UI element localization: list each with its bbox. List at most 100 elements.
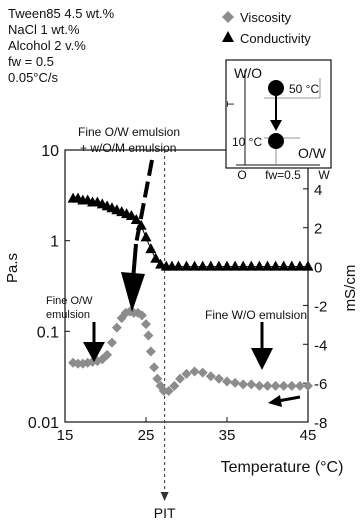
viscosity-point xyxy=(141,319,151,330)
conductivity-point xyxy=(150,252,162,263)
annotation-fine-ow-line1: Fine O/W xyxy=(46,295,93,307)
viscosity-point xyxy=(102,349,113,360)
conductivity-point xyxy=(205,260,217,271)
annotation-fine-ow-line2: emulsion xyxy=(46,309,90,321)
viscosity-point xyxy=(278,380,289,391)
plot-frame xyxy=(64,149,309,423)
inset-ow-label: O/W xyxy=(298,145,327,161)
inset-arrow-head xyxy=(270,120,282,131)
x-tick-label: 35 xyxy=(219,427,236,444)
viscosity-point xyxy=(270,380,281,391)
cooling-arrow-shaft xyxy=(277,395,301,403)
x-tick-label: 25 xyxy=(138,427,155,444)
y-right-tick-label: -2 xyxy=(314,298,327,315)
inset-temp-low: 10 °C xyxy=(232,135,262,149)
conductivity-point xyxy=(181,260,192,271)
conductivity-point xyxy=(125,210,137,221)
viscosity-point xyxy=(230,377,241,388)
viscosity-point xyxy=(152,373,163,384)
annotation-thick-arrow-head xyxy=(121,272,145,312)
annotation-fine-wo: Fine W/O emulsion xyxy=(205,308,307,322)
inset-fw-label: fw=0.5 xyxy=(265,168,301,182)
viscosity-point xyxy=(205,371,216,382)
conductivity-point xyxy=(294,260,306,271)
viscosity-point xyxy=(286,380,297,391)
y-right-tick-label: -8 xyxy=(314,415,327,432)
conductivity-point xyxy=(213,260,225,271)
y-right-tick-label: 0 xyxy=(314,260,322,277)
y-left-tick-label: 1 xyxy=(50,234,59,251)
viscosity-point xyxy=(143,330,154,341)
conductivity-point xyxy=(270,260,282,271)
y-left-tick-label: 0.01 xyxy=(28,415,59,432)
inset-t-label: T xyxy=(226,101,237,107)
inset-wo-label: W/O xyxy=(234,65,262,81)
condition-line: Alcohol 2 v.% xyxy=(8,38,86,53)
viscosity-point xyxy=(246,379,257,390)
inset-point-high xyxy=(268,80,284,96)
annotation-fine-ow-wom-line1: Fine O/W emulsion xyxy=(78,125,180,139)
legend-conductivity-marker xyxy=(222,31,234,42)
inset-point-low xyxy=(268,133,284,149)
viscosity-point xyxy=(222,376,232,387)
viscosity-series xyxy=(68,306,313,396)
inset-frame xyxy=(225,59,332,169)
condition-line: fw = 0.5 xyxy=(8,54,54,69)
viscosity-point xyxy=(149,362,160,373)
y-right-tick-label: 2 xyxy=(314,221,322,238)
viscosity-point xyxy=(238,379,249,390)
viscosity-point xyxy=(145,346,156,357)
viscosity-point xyxy=(189,366,200,377)
legend-viscosity-label: Viscosity xyxy=(240,10,292,25)
viscosity-point xyxy=(106,337,117,348)
viscosity-point xyxy=(303,380,313,391)
conductivity-point xyxy=(130,213,142,224)
legend-viscosity-marker xyxy=(222,11,234,23)
viscosity-point xyxy=(163,385,174,396)
cooling-arrow-head xyxy=(268,395,282,407)
annotation-fine-ow-wom-line2: + w/O/M emulsion xyxy=(80,141,176,155)
condition-line: NaCl 1 wt.% xyxy=(8,22,80,37)
conductivity-point xyxy=(302,260,314,271)
conductivity-series xyxy=(67,192,314,271)
x-tick-label: 45 xyxy=(300,427,317,444)
conditions-block: Tween85 4.5 wt.% NaCl 1 wt.% Alcohol 2 v… xyxy=(8,6,114,86)
conductivity-point xyxy=(140,231,152,242)
conductivity-point xyxy=(253,260,265,271)
conductivity-point xyxy=(221,260,233,271)
x-tick-label: 15 xyxy=(57,427,74,444)
viscosity-point xyxy=(175,373,186,384)
viscosity-point xyxy=(294,380,305,391)
y-right-tick-label: 4 xyxy=(314,182,322,199)
conductivity-point xyxy=(172,260,184,271)
viscosity-point xyxy=(169,380,180,391)
conductivity-point xyxy=(278,260,290,271)
conductivity-point xyxy=(197,260,209,271)
conductivity-point xyxy=(245,260,257,271)
conductivity-point xyxy=(189,260,201,271)
y-right-tick-label: -6 xyxy=(314,376,327,393)
viscosity-point xyxy=(262,380,273,391)
viscosity-point xyxy=(197,367,208,378)
inset-x-left: O xyxy=(237,168,246,182)
y-right-axis-label: mS/cm xyxy=(342,265,359,312)
inset-x-right: W xyxy=(318,168,330,182)
annotation-dashed-arrow-shaft xyxy=(134,159,154,245)
condition-line: 0.05°C/s xyxy=(8,70,59,85)
conductivity-point xyxy=(286,260,298,271)
pit-arrow-head xyxy=(160,492,169,501)
viscosity-point xyxy=(111,322,122,333)
annotation-fine-wo-arrow-head xyxy=(251,348,273,370)
inset-diagram: T W/O O/W 50 °C 10 °C O W fw=0.5 xyxy=(225,59,332,182)
condition-line: Tween85 4.5 wt.% xyxy=(8,6,115,21)
viscosity-point xyxy=(136,310,147,321)
inset-temp-high: 50 °C xyxy=(289,82,319,96)
viscosity-point xyxy=(254,380,265,391)
conductivity-point xyxy=(145,243,157,254)
x-axis-label: Temperature (°C) xyxy=(221,459,344,476)
annotation-fine-ow-arrow-head xyxy=(83,342,105,362)
conductivity-point xyxy=(237,260,249,271)
viscosity-point xyxy=(213,373,224,384)
